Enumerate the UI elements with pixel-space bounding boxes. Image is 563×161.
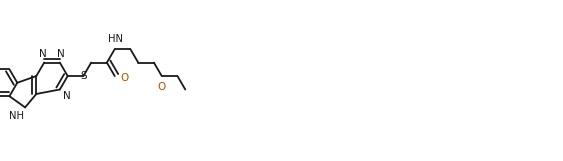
Text: N: N [63, 91, 71, 101]
Text: HN: HN [108, 34, 123, 44]
Text: N: N [39, 49, 47, 59]
Text: S: S [80, 71, 87, 81]
Text: O: O [158, 82, 166, 92]
Text: N: N [57, 49, 65, 59]
Text: NH: NH [8, 111, 24, 121]
Text: O: O [120, 73, 129, 83]
